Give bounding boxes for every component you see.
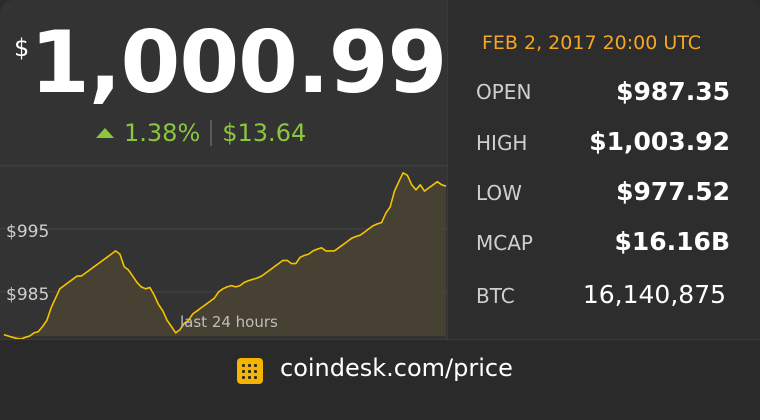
price-chart: $995 $985 last 24 hours — [0, 165, 448, 339]
stat-label-open: OPEN — [476, 80, 532, 104]
price-area — [4, 172, 446, 339]
currency-symbol: $ — [14, 34, 30, 62]
price-change: 1.38% $13.64 — [96, 118, 306, 148]
change-percent: 1.38% — [124, 119, 201, 147]
stat-value-low: $977.52 — [616, 177, 730, 206]
stat-value-btc: 16,140,875 — [582, 280, 726, 309]
change-amount: $13.64 — [222, 119, 307, 147]
change-separator — [210, 120, 213, 146]
stat-value-mcap: $16.16B — [614, 227, 730, 256]
y-tick-label: $985 — [6, 285, 49, 305]
x-axis-label: last 24 hours — [180, 313, 278, 331]
coindesk-logo-icon — [237, 358, 263, 384]
stat-value-open: $987.35 — [616, 77, 730, 106]
y-tick-label: $995 — [6, 222, 49, 242]
site-link[interactable]: coindesk.com/price — [280, 354, 513, 382]
stat-label-low: LOW — [476, 181, 522, 205]
stat-label-high: HIGH — [476, 131, 528, 155]
stat-value-high: $1,003.92 — [589, 127, 730, 156]
timestamp: FEB 2, 2017 20:00 UTC — [482, 32, 702, 54]
current-price: 1,000.99 — [30, 13, 447, 113]
stat-label-mcap: MCAP — [476, 231, 533, 255]
price-line — [3, 172, 447, 339]
up-arrow-icon — [96, 128, 114, 138]
stat-label-btc: BTC — [476, 284, 515, 308]
stats-panel — [448, 0, 760, 339]
footer-bar — [0, 339, 760, 420]
panel-divider — [447, 0, 448, 339]
